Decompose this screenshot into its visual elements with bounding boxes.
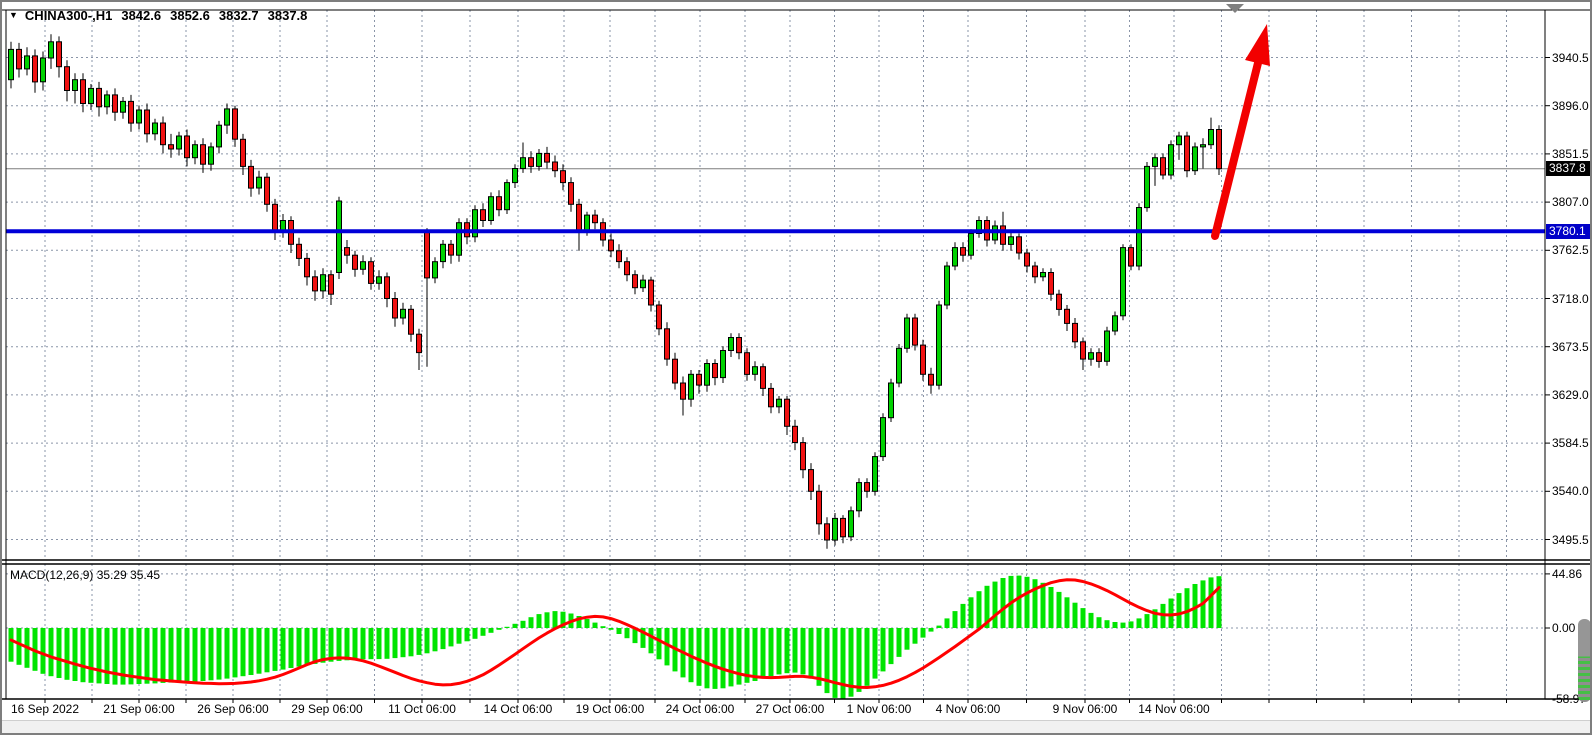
price-axis-label: 3940.5 (1552, 51, 1589, 65)
time-axis-label: 14 Nov 06:00 (1138, 702, 1210, 716)
time-axis-label: 26 Sep 06:00 (197, 702, 269, 716)
time-axis-label: 14 Oct 06:00 (483, 702, 553, 716)
time-axis-label: 29 Sep 06:00 (291, 702, 363, 716)
open-price: 3842.6 (121, 7, 162, 23)
time-axis-label: 4 Nov 06:00 (935, 702, 1001, 716)
vertical-gridlines (44, 10, 1507, 699)
price-axis-label: 3851.5 (1552, 147, 1589, 161)
macd-axis-label: -58.97 (1552, 692, 1587, 706)
price-axis-label: 3495.5 (1552, 533, 1589, 547)
price-axis-label: 3673.5 (1552, 340, 1589, 354)
time-axis-label: 16 Sep 2022 (10, 702, 80, 716)
close-price: 3837.8 (267, 7, 308, 23)
price-axis-label: 3540.0 (1552, 484, 1589, 498)
trend-arrow[interactable] (1211, 24, 1270, 240)
chart-shift-marker-icon[interactable] (1226, 4, 1244, 13)
symbol-timeframe: CHINA300-,H1 (24, 7, 113, 23)
time-axis-label: 19 Oct 06:00 (575, 702, 645, 716)
price-axis-label: 3807.0 (1552, 195, 1589, 209)
scrollbar-thumb[interactable] (1578, 619, 1590, 702)
time-axis-label: 1 Nov 06:00 (846, 702, 912, 716)
time-axis-label: 21 Sep 06:00 (103, 702, 175, 716)
price-axis-label: 3762.5 (1552, 243, 1589, 257)
price-gridlines (6, 57, 1545, 540)
bid-price-tag: 3837.8 (1546, 161, 1590, 176)
price-axis-label: 3584.5 (1552, 436, 1589, 450)
price-axis-label: 3896.0 (1552, 99, 1589, 113)
pane-borders (2, 9, 1590, 700)
time-axis-label: 27 Oct 06:00 (755, 702, 825, 716)
time-axis-label: 11 Oct 06:00 (388, 702, 456, 716)
macd-gridlines (6, 573, 1545, 629)
support-line-price-tag[interactable]: 3780.1 (1546, 224, 1590, 239)
axis-ticks (44, 57, 1550, 703)
macd-axis-label: 44.86 (1552, 567, 1583, 581)
price-axis-label: 3629.0 (1552, 388, 1589, 402)
candles-layer (8, 34, 1222, 549)
macd-signal-line (9, 578, 1221, 689)
macd-histogram (8, 575, 1222, 700)
macd-indicator-label: MACD(12,26,9) 35.29 35.45 (10, 568, 161, 582)
high-price: 3852.6 (170, 7, 210, 23)
time-axis-label: 9 Nov 06:00 (1052, 702, 1118, 716)
chart-title: ▼ CHINA300-,H1 3842.6 3852.6 3832.7 3837… (9, 7, 307, 23)
time-axis-label: 24 Oct 06:00 (665, 702, 735, 716)
status-strip (2, 720, 1590, 733)
low-price: 3832.7 (218, 7, 259, 23)
price-axis-label: 3718.0 (1552, 292, 1589, 306)
symbol-dropdown-icon[interactable]: ▼ (9, 10, 18, 20)
macd-axis-label: 0.00 (1552, 621, 1576, 635)
